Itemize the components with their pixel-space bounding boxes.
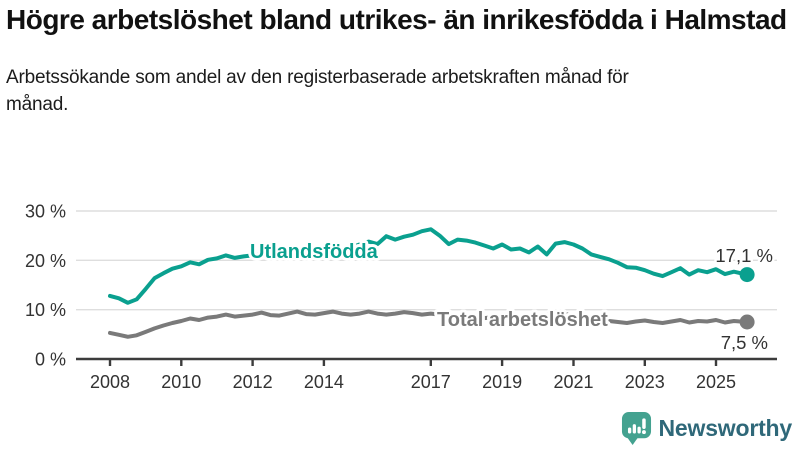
x-tick-label: 2025: [696, 372, 736, 392]
series-end-dot-utlandsfodda: [739, 267, 755, 283]
chart-header: Högre arbetslöshet bland utrikes- än inr…: [6, 2, 796, 119]
newsworthy-wordmark: Newsworthy: [658, 415, 793, 441]
x-tick-label: 2012: [233, 372, 273, 392]
x-tick-label: 2008: [90, 372, 130, 392]
y-tick-label: 20 %: [25, 251, 66, 271]
x-tick-label: 2019: [482, 372, 522, 392]
series-line-total: [108, 309, 750, 339]
chart-subtitle: Arbetssökande som andel av den registerb…: [6, 66, 629, 115]
x-tick-label: 2017: [411, 372, 451, 392]
series-label-utlandsfodda: Utlandsfödda: [250, 241, 379, 263]
page-title: Högre arbetslöshet bland utrikes- än inr…: [6, 4, 787, 35]
x-tick-label: 2021: [553, 372, 593, 392]
newsworthy-logo[interactable]: Newsworthy: [621, 411, 792, 446]
end-value-label-utlandsfodda: 17,1 %: [715, 245, 773, 266]
end-value-label-total: 7,5 %: [721, 332, 768, 353]
newsworthy-icon: [621, 412, 651, 445]
y-tick-label: 0 %: [35, 350, 66, 370]
series-end-dot-total: [739, 314, 755, 330]
x-tick-label: 2023: [625, 372, 665, 392]
x-tick-label: 2014: [304, 372, 344, 392]
y-tick-label: 10 %: [25, 300, 66, 320]
series-line-utlandsfodda: [108, 227, 750, 305]
series-label-total: Total arbetslöshet: [437, 309, 608, 331]
x-tick-label: 2010: [161, 372, 201, 392]
y-tick-label: 30 %: [25, 202, 66, 222]
